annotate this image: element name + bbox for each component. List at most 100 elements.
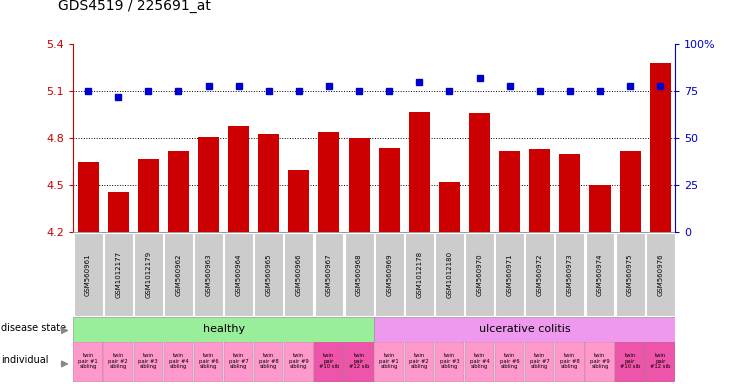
Bar: [104, 233, 133, 316]
Bar: [164, 342, 193, 382]
Bar: [288, 170, 310, 384]
Bar: [404, 342, 434, 382]
Text: twin
pair #2
sibling: twin pair #2 sibling: [108, 353, 128, 369]
Text: GSM1012177: GSM1012177: [115, 251, 121, 298]
Text: twin
pair #3
sibling: twin pair #3 sibling: [139, 353, 158, 369]
Text: GSM560962: GSM560962: [175, 253, 181, 296]
Text: twin
pair #4
sibling: twin pair #4 sibling: [469, 353, 489, 369]
Bar: [74, 233, 102, 316]
Text: individual: individual: [1, 355, 49, 365]
Text: GSM1012178: GSM1012178: [416, 251, 422, 298]
Text: GSM1012179: GSM1012179: [145, 251, 151, 298]
Text: GSM560968: GSM560968: [356, 253, 362, 296]
Bar: [254, 342, 283, 382]
Bar: [469, 113, 490, 384]
Bar: [589, 185, 610, 384]
Bar: [107, 192, 128, 384]
Bar: [526, 233, 554, 316]
Bar: [620, 151, 641, 384]
Bar: [198, 137, 219, 384]
Text: twin
pair #6
sibling: twin pair #6 sibling: [199, 353, 218, 369]
Text: GSM560973: GSM560973: [567, 253, 573, 296]
Text: GSM560966: GSM560966: [296, 253, 301, 296]
Text: twin
pair #6
sibling: twin pair #6 sibling: [500, 353, 520, 369]
Text: GDS4519 / 225691_at: GDS4519 / 225691_at: [58, 0, 211, 13]
Text: twin
pair #3
sibling: twin pair #3 sibling: [439, 353, 459, 369]
Bar: [529, 149, 550, 384]
Bar: [73, 317, 374, 342]
Text: GSM560971: GSM560971: [507, 253, 512, 296]
Bar: [405, 233, 434, 316]
Bar: [615, 233, 645, 316]
Bar: [645, 342, 675, 382]
Text: twin
pair #4
sibling: twin pair #4 sibling: [169, 353, 188, 369]
Bar: [555, 342, 585, 382]
Text: GSM560969: GSM560969: [386, 253, 392, 296]
Bar: [224, 233, 253, 316]
Text: twin
pair #7
sibling: twin pair #7 sibling: [530, 353, 550, 369]
Text: twin
pair #1
sibling: twin pair #1 sibling: [380, 353, 399, 369]
Bar: [285, 233, 313, 316]
Bar: [435, 233, 464, 316]
Text: healthy: healthy: [202, 324, 245, 334]
Text: GSM560972: GSM560972: [537, 253, 542, 296]
Bar: [556, 233, 584, 316]
Text: twin
pair #8
sibling: twin pair #8 sibling: [560, 353, 580, 369]
Text: twin
pair
#12 sib: twin pair #12 sib: [349, 353, 369, 369]
Bar: [646, 233, 675, 316]
Bar: [439, 182, 460, 384]
Bar: [465, 233, 494, 316]
Bar: [254, 233, 283, 316]
Bar: [224, 342, 253, 382]
Text: twin
pair
#12 sib: twin pair #12 sib: [650, 353, 670, 369]
Text: GSM560970: GSM560970: [477, 253, 483, 296]
Bar: [495, 233, 524, 316]
Bar: [374, 317, 675, 342]
Bar: [374, 233, 404, 316]
Bar: [495, 342, 524, 382]
Text: twin
pair #1
sibling: twin pair #1 sibling: [78, 353, 98, 369]
Bar: [374, 342, 404, 382]
Bar: [134, 342, 163, 382]
Bar: [164, 233, 193, 316]
Bar: [284, 342, 314, 382]
Bar: [585, 233, 615, 316]
Text: twin
pair
#10 sib: twin pair #10 sib: [319, 353, 339, 369]
Text: GSM1012180: GSM1012180: [447, 251, 453, 298]
Text: GSM560967: GSM560967: [326, 253, 332, 296]
Text: GSM560974: GSM560974: [597, 253, 603, 296]
Bar: [615, 342, 645, 382]
Text: twin
pair #7
sibling: twin pair #7 sibling: [228, 353, 248, 369]
Bar: [228, 126, 249, 384]
Text: twin
pair #9
sibling: twin pair #9 sibling: [590, 353, 610, 369]
Text: twin
pair #2
sibling: twin pair #2 sibling: [410, 353, 429, 369]
Bar: [650, 63, 671, 384]
Bar: [314, 342, 344, 382]
Text: GSM560976: GSM560976: [657, 253, 663, 296]
Bar: [194, 233, 223, 316]
Bar: [104, 342, 133, 382]
Text: ulcerative colitis: ulcerative colitis: [479, 324, 571, 334]
Bar: [499, 151, 520, 384]
Bar: [559, 154, 580, 384]
Bar: [168, 151, 189, 384]
Bar: [345, 342, 374, 382]
Bar: [258, 134, 280, 384]
Text: twin
pair #9
sibling: twin pair #9 sibling: [289, 353, 309, 369]
Text: GSM560975: GSM560975: [627, 253, 633, 296]
Bar: [138, 159, 159, 384]
Text: GSM560963: GSM560963: [206, 253, 212, 296]
Bar: [585, 342, 615, 382]
Bar: [434, 342, 464, 382]
Text: GSM560961: GSM560961: [85, 253, 91, 296]
Bar: [409, 112, 430, 384]
Bar: [134, 233, 163, 316]
Bar: [315, 233, 343, 316]
Bar: [77, 162, 99, 384]
Text: GSM560965: GSM560965: [266, 253, 272, 296]
Text: twin
pair #8
sibling: twin pair #8 sibling: [259, 353, 279, 369]
Text: disease state: disease state: [1, 323, 66, 333]
Text: twin
pair
#10 sib: twin pair #10 sib: [620, 353, 640, 369]
Text: GSM560964: GSM560964: [236, 253, 242, 296]
Bar: [465, 342, 494, 382]
